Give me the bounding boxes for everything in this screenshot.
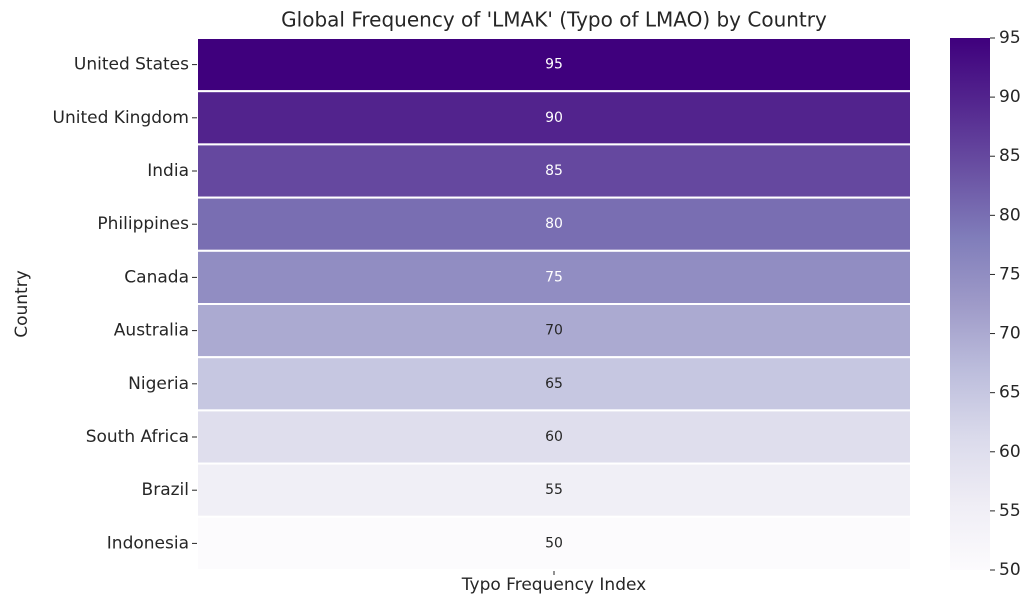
cell-label: 55 — [545, 482, 563, 498]
cell-label: 95 — [545, 57, 563, 73]
y-tick-label: India — [147, 161, 189, 181]
y-axis-label: Country — [12, 270, 32, 338]
colorbar-tick-label: 50 — [999, 560, 1021, 580]
y-tick-label: Canada — [124, 267, 189, 287]
colorbar-tick-label: 80 — [999, 205, 1021, 225]
colorbar-tick-label: 85 — [999, 146, 1021, 166]
heatmap-cell — [196, 303, 912, 359]
heatmap-cell — [196, 90, 912, 146]
heatmap-cell — [196, 143, 912, 199]
colorbar-tick-label: 65 — [999, 383, 1021, 403]
cell-label: 80 — [545, 216, 563, 232]
colorbar-tick-label: 95 — [999, 28, 1021, 48]
y-tick-label: United Kingdom — [53, 108, 189, 128]
cell-label: 50 — [545, 535, 563, 551]
colorbar-tick-label: 70 — [999, 324, 1021, 344]
y-tick-label: Brazil — [142, 480, 189, 500]
heatmap-cell — [196, 249, 912, 306]
colorbar-tick-label: 90 — [999, 87, 1021, 107]
y-tick-label: United States — [74, 55, 189, 75]
heatmap-cell — [196, 409, 912, 465]
cell-label: 75 — [545, 269, 563, 285]
x-tick-label: Typo Frequency Index — [461, 575, 646, 595]
colorbar-tick-label: 60 — [999, 442, 1021, 462]
colorbar-tick-label: 75 — [999, 264, 1021, 284]
cell-label: 70 — [545, 323, 563, 339]
colorbar — [950, 38, 990, 570]
cell-label: 85 — [545, 163, 563, 179]
heatmap-cell — [196, 356, 912, 412]
chart-title: Global Frequency of 'LMAK' (Typo of LMAO… — [281, 8, 827, 32]
cell-label: 60 — [545, 429, 563, 445]
y-tick-label: Nigeria — [128, 374, 189, 394]
cell-label: 90 — [545, 110, 563, 126]
y-tick-label: Australia — [114, 321, 189, 341]
y-tick-label: Indonesia — [107, 533, 189, 553]
y-tick-label: South Africa — [86, 427, 189, 447]
colorbar-tick-label: 55 — [999, 501, 1021, 521]
cell-label: 65 — [545, 376, 563, 392]
y-tick-label: Philippines — [97, 214, 189, 234]
